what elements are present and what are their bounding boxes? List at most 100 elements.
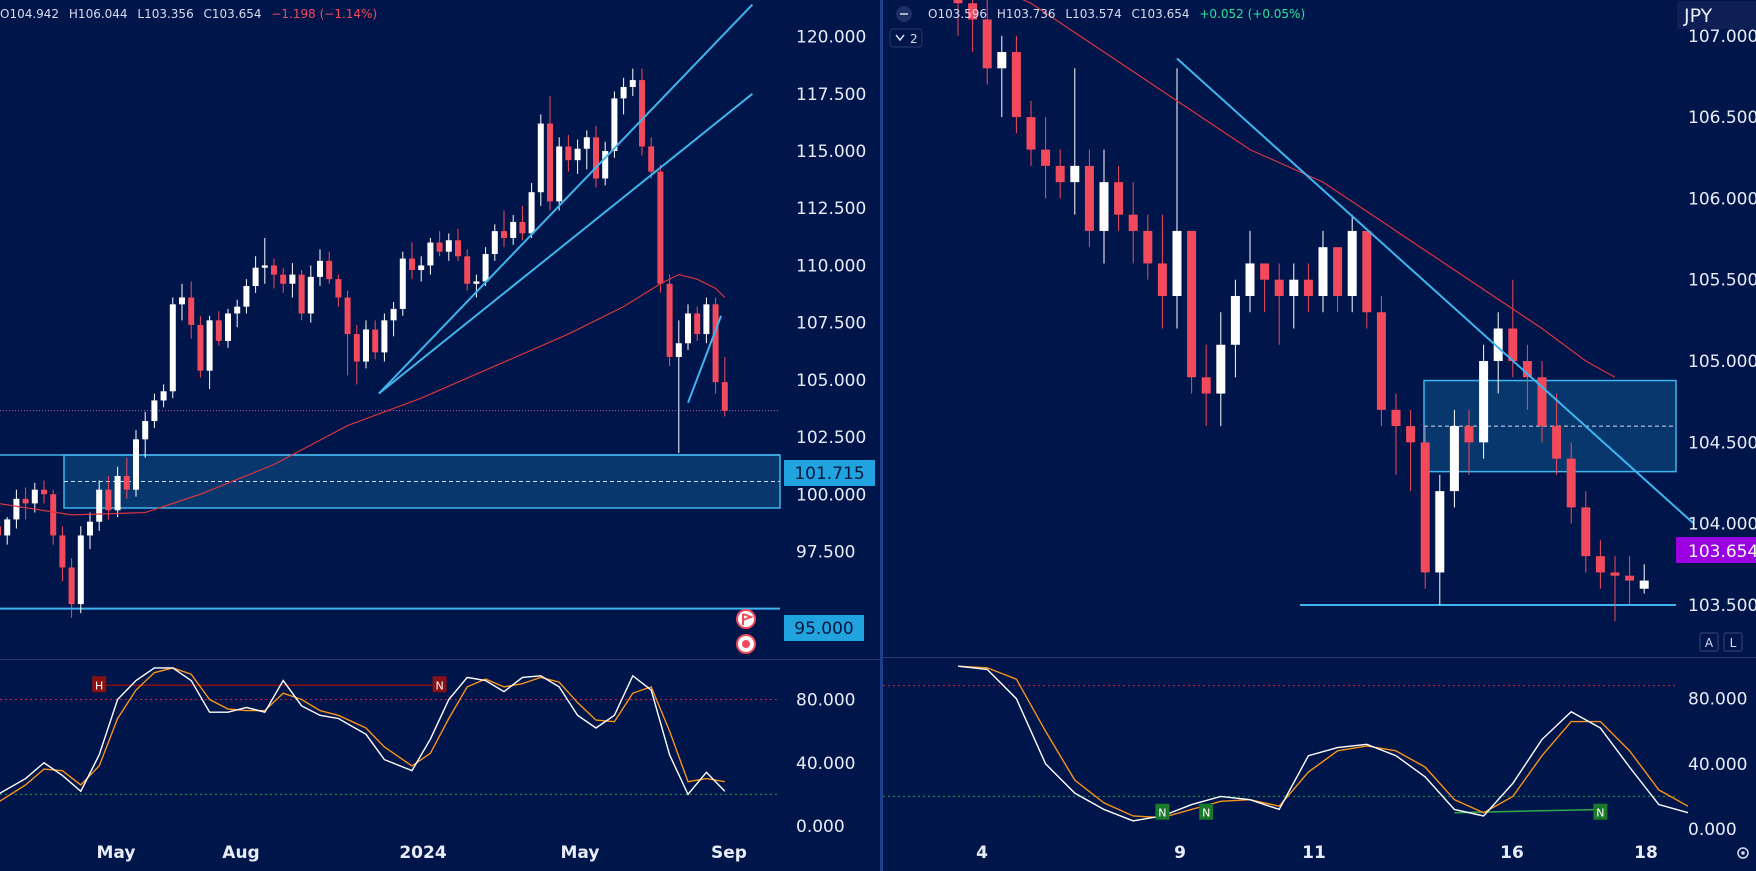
price-tick-label: 107.000 <box>1688 27 1756 47</box>
stoch-k-line <box>0 667 726 796</box>
candle-body <box>1303 279 1313 296</box>
candle-body <box>593 137 599 179</box>
right-stochastic-axis: 80.000 40.000 0.000 <box>1688 690 1747 840</box>
target-icon[interactable] <box>736 634 756 654</box>
candle <box>1625 556 1635 605</box>
candle <box>1610 556 1620 622</box>
price-tick-label: 105.000 <box>796 371 866 391</box>
candle <box>133 430 139 497</box>
candle-body <box>1084 165 1094 231</box>
candle <box>1143 214 1153 280</box>
candle-body <box>953 0 963 4</box>
auto-scale-button[interactable]: A <box>1699 632 1719 652</box>
candle <box>179 283 185 321</box>
right-trendline[interactable] <box>1176 57 1695 525</box>
candle-body <box>381 320 388 353</box>
candle-body <box>445 240 452 252</box>
divergence-label-text: N <box>1202 807 1210 820</box>
candle-body <box>1625 575 1635 581</box>
right-time-axis[interactable]: 4 9 11 16 18 <box>976 843 1658 863</box>
candle-body <box>197 324 204 371</box>
candle <box>372 320 379 360</box>
candle <box>510 215 517 245</box>
candle <box>1464 409 1474 475</box>
candle-body <box>169 304 176 392</box>
candle-body <box>565 146 572 161</box>
price-tick-label: 117.500 <box>796 85 866 105</box>
candle <box>436 231 443 257</box>
left-chart[interactable] <box>0 3 781 618</box>
candle-body <box>712 304 719 383</box>
left-demand-zone[interactable] <box>0 454 781 509</box>
divergence-label-text: N <box>1158 807 1166 820</box>
candle-body <box>151 400 158 422</box>
candle <box>547 96 553 211</box>
candle-body <box>1216 344 1226 394</box>
candle <box>1070 68 1080 215</box>
candle <box>1406 409 1416 492</box>
indicator-collapse-button[interactable]: 2 <box>889 28 923 48</box>
candle <box>1595 539 1605 589</box>
candle-body <box>1157 263 1167 296</box>
right-moving-average <box>1022 0 1616 378</box>
candle-body <box>41 489 47 495</box>
candle <box>77 526 84 614</box>
candle <box>657 164 664 293</box>
candle-body <box>602 151 609 179</box>
left-ohlc-legend: O104.942 H106.044 L103.356 C103.654 −1.1… <box>0 7 377 21</box>
candle <box>1260 263 1270 313</box>
candle <box>473 274 480 298</box>
svg-text:O104.942 H106.044: O104.942 H106.044 L103.356 C103.654 −1.1… <box>0 7 377 21</box>
left-trendlines[interactable] <box>378 3 754 404</box>
price-tick-label: 104.500 <box>1688 433 1756 453</box>
candle <box>1449 409 1459 508</box>
candle-body <box>547 123 553 202</box>
left-zone-tag: 101.715 <box>784 460 875 486</box>
right-chart[interactable] <box>953 0 1695 622</box>
candle-body <box>519 221 526 234</box>
time-tick-label: 11 <box>1302 843 1326 863</box>
time-tick-label: May <box>97 843 136 863</box>
candle <box>968 0 978 53</box>
settings-icon[interactable] <box>1737 847 1749 859</box>
candle-body <box>1055 165 1065 183</box>
divergence-line <box>1454 808 1601 814</box>
log-scale-button[interactable]: L <box>1723 632 1743 652</box>
divergence-label: N <box>1155 803 1170 820</box>
left-ohlc-change: −1.198 (−1.14%) <box>271 7 377 21</box>
left-ohlc-close: C103.654 <box>204 7 262 21</box>
candle <box>298 270 305 321</box>
right-ohlc-close: C103.654 <box>1132 7 1190 21</box>
candle <box>1581 491 1591 573</box>
left-time-axis[interactable]: May Aug 2024 May Sep <box>97 843 747 863</box>
candle-body <box>289 274 296 284</box>
divergence-label-box <box>432 676 447 693</box>
minus-icon[interactable] <box>896 6 912 22</box>
candle-body <box>87 521 93 536</box>
candle <box>1187 230 1197 394</box>
candle-body <box>243 286 250 307</box>
candle-body <box>409 258 415 271</box>
candle <box>1201 344 1211 427</box>
left-support-tag: 95.000 <box>784 615 864 641</box>
candle <box>565 135 572 172</box>
divergence-label-text: N <box>1596 807 1604 820</box>
candle-body <box>982 19 992 69</box>
candle <box>1420 426 1430 589</box>
time-tick-label: 18 <box>1634 843 1658 863</box>
candle <box>1289 263 1299 329</box>
candle-body <box>206 320 213 371</box>
candle <box>953 0 963 36</box>
right-price-axis[interactable]: 107.000 106.500 106.000 105.500 105.000 104.5… <box>1688 27 1756 616</box>
price-tick-label: 100.000 <box>796 485 866 505</box>
currency-label[interactable]: JPY <box>1677 1 1756 29</box>
stochastic-tick-label: 0.000 <box>1688 820 1737 840</box>
panel-splitter[interactable] <box>880 0 883 871</box>
candle-body <box>1143 230 1153 264</box>
price-tick-label: 105.500 <box>1688 271 1756 291</box>
left-price-axis[interactable]: 120.000 117.500 115.000 112.500 110.000 107.5… <box>796 28 866 563</box>
candle <box>703 297 710 344</box>
candle-body <box>1274 279 1284 296</box>
flag-icon[interactable] <box>736 609 756 629</box>
